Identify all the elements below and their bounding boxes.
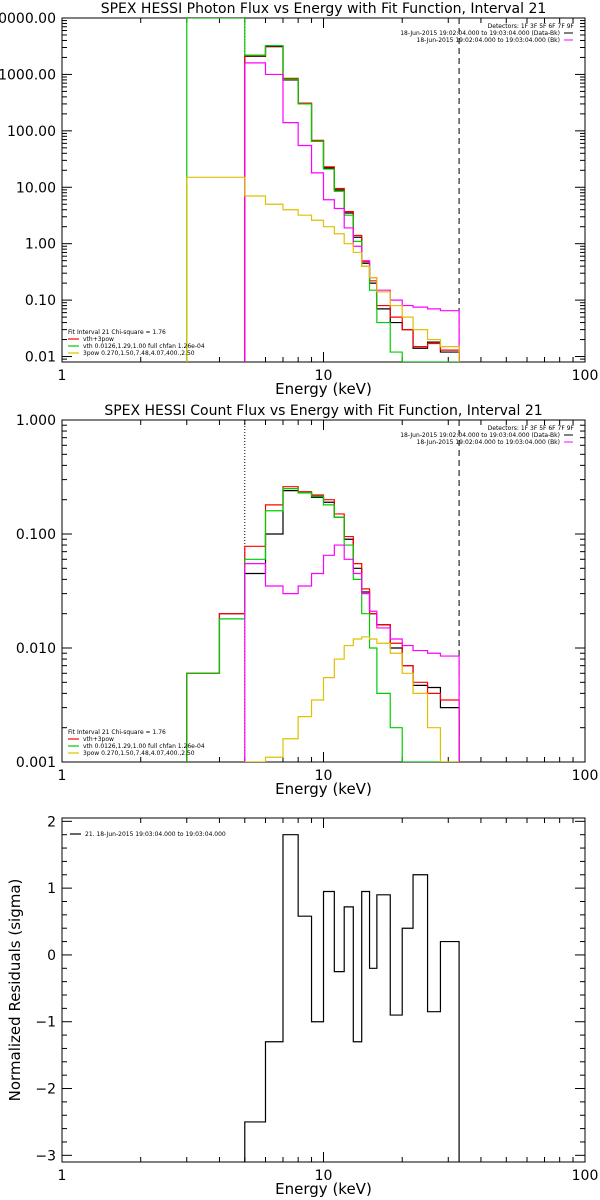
legend-entry: vth+3pow bbox=[83, 736, 114, 743]
x-tick-label: 100 bbox=[572, 368, 599, 384]
y-axis: 0.01 0.10 1.00 10.00 100.00 1000.00 10000.00 bbox=[0, 11, 585, 366]
header-text-line: 18-Jun-2015 19:02:04.000 to 19:03:04.000… bbox=[417, 439, 560, 446]
residuals-chart: 1 10 100 Energy (keV) −3 −2 −1 0 1 2 Normalized Re… bbox=[6, 814, 598, 1198]
y-tick-label: 1.000 bbox=[16, 413, 56, 429]
series-line bbox=[186, 488, 460, 762]
x-tick-label: 1 bbox=[58, 368, 67, 384]
x-tick-label: 1 bbox=[58, 1168, 67, 1184]
x-axis-label: Energy (keV) bbox=[275, 380, 372, 398]
series-line bbox=[186, 486, 460, 762]
y-tick-label: −3 bbox=[35, 1148, 56, 1164]
chart-title: SPEX HESSI Photon Flux vs Energy with Fi… bbox=[101, 1, 547, 17]
legend-title: Fit Interval 21 Chi-square = 1.76 bbox=[68, 329, 166, 336]
legend-title: Fit Interval 21 Chi-square = 1.76 bbox=[68, 729, 166, 736]
y-tick-label: 0.001 bbox=[16, 755, 56, 771]
header-text-line: 18-Jun-2015 19:02:04.000 to 19:03:04.000… bbox=[417, 37, 560, 44]
plot-frame bbox=[61, 419, 586, 763]
series-line bbox=[244, 636, 460, 762]
y-tick-label: 0.010 bbox=[16, 641, 56, 657]
y-tick-label: 1 bbox=[47, 881, 56, 897]
y-tick-label: 1.00 bbox=[25, 237, 56, 253]
header-text-line: Detectors: 1F 3F 5F 6F 7F 9F bbox=[488, 23, 575, 30]
chart-title: SPEX HESSI Count Flux vs Energy with Fit… bbox=[104, 403, 542, 419]
y-tick-label: 2 bbox=[47, 814, 56, 830]
y-tick-label: 10000.00 bbox=[0, 11, 56, 27]
legend: 21. 18-Jun-2015 19:03:04.000 to 19:03:04… bbox=[70, 831, 226, 838]
series-line bbox=[244, 834, 460, 1162]
y-tick-label: −2 bbox=[35, 1082, 56, 1098]
x-axis: 1 10 100 Energy (keV) bbox=[58, 18, 599, 398]
series-group bbox=[244, 834, 460, 1162]
y-axis: 0.001 0.010 0.100 1.000 bbox=[16, 413, 585, 771]
legend-entry: 3pow 0.270,1.50,7.48,4.07,400.,2.50 bbox=[83, 750, 195, 757]
legend: Fit Interval 21 Chi-square = 1.76vth+3po… bbox=[68, 329, 205, 357]
y-tick-label: 0 bbox=[47, 948, 56, 964]
y-tick-label: 0.10 bbox=[25, 293, 56, 309]
y-tick-label: 0.01 bbox=[25, 350, 56, 366]
y-tick-label: 1000.00 bbox=[0, 67, 56, 83]
legend-entry: vth 0.0126,1.29,1.00 full chfan 1.26e-04 bbox=[83, 743, 205, 750]
series-line bbox=[186, 490, 460, 762]
count-flux-chart: SPEX HESSI Count Flux vs Energy with Fit… bbox=[16, 403, 598, 798]
series-line bbox=[244, 45, 460, 362]
legend-entry: vth+3pow bbox=[83, 336, 114, 343]
x-tick-label: 100 bbox=[572, 1168, 599, 1184]
legend-entry: 3pow 0.270,1.50,7.48,4.07,400.,2.50 bbox=[83, 350, 195, 357]
x-tick-label: 10 bbox=[315, 1168, 333, 1184]
y-tick-label: 100.00 bbox=[7, 124, 56, 140]
series-group bbox=[186, 18, 460, 362]
header-text-line: Detectors: 1F 3F 5F 6F 7F 9F bbox=[488, 425, 575, 432]
photon-flux-chart: SPEX HESSI Photon Flux vs Energy with Fi… bbox=[0, 1, 598, 398]
y-tick-label: −1 bbox=[35, 1015, 56, 1031]
y-tick-label: 10.00 bbox=[16, 180, 56, 196]
x-axis-label: Energy (keV) bbox=[275, 780, 372, 798]
legend: Fit Interval 21 Chi-square = 1.76vth+3po… bbox=[68, 729, 205, 757]
header-text-line: 18-Jun-2015 19:02:04.000 to 19:03:04.000… bbox=[400, 30, 560, 37]
series-line bbox=[244, 46, 460, 362]
y-tick-label: 0.100 bbox=[16, 527, 56, 543]
x-tick-label: 1 bbox=[58, 768, 67, 784]
series-line bbox=[186, 176, 460, 362]
legend-entry: 21. 18-Jun-2015 19:03:04.000 to 19:03:04… bbox=[85, 831, 226, 838]
header-text-line: 18-Jun-2015 19:02:04.000 to 19:03:04.000… bbox=[400, 432, 560, 439]
x-axis: 1 10 100 Energy (keV) bbox=[58, 818, 599, 1198]
y-axis: −3 −2 −1 0 1 2 Normalized Residuals (sigma) bbox=[6, 814, 585, 1164]
series-group bbox=[186, 486, 460, 762]
legend-entry: vth 0.0126,1.29,1.00 full chfan 1.26e-04 bbox=[83, 343, 205, 350]
y-axis-label: Normalized Residuals (sigma) bbox=[6, 879, 24, 1102]
series-line bbox=[244, 62, 460, 362]
x-axis: 1 10 100 Energy (keV) bbox=[58, 420, 599, 798]
series-line bbox=[244, 544, 460, 762]
x-tick-label: 10 bbox=[315, 768, 333, 784]
series-line bbox=[186, 18, 460, 362]
x-tick-label: 100 bbox=[572, 768, 599, 784]
x-tick-label: 10 bbox=[315, 368, 333, 384]
x-axis-label: Energy (keV) bbox=[275, 1180, 372, 1198]
